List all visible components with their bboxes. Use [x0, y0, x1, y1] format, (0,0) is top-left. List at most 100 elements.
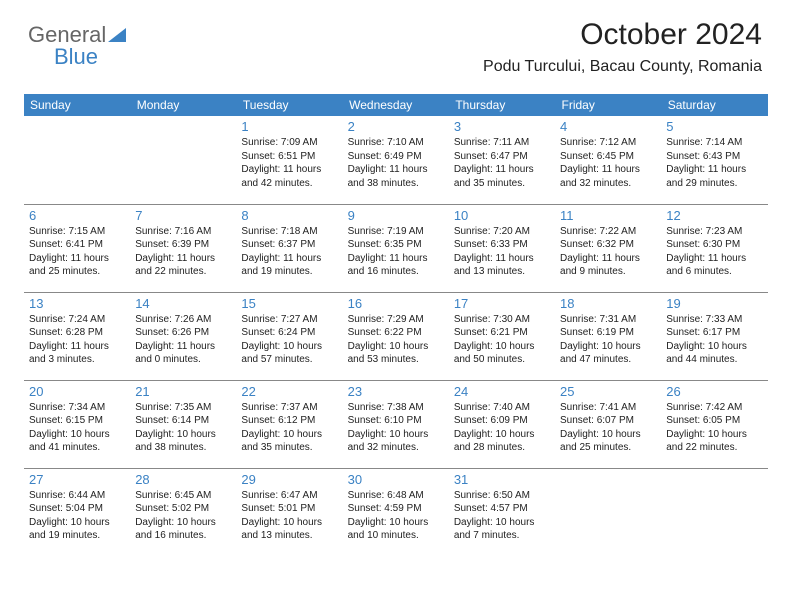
calendar-cell — [130, 116, 236, 204]
day-details: Sunrise: 7:14 AMSunset: 6:43 PMDaylight:… — [666, 136, 762, 190]
day-number: 20 — [29, 384, 125, 399]
day-number: 27 — [29, 472, 125, 487]
day-number: 28 — [135, 472, 231, 487]
day-number: 8 — [241, 208, 337, 223]
calendar-cell: 9 Sunrise: 7:19 AMSunset: 6:35 PMDaylight… — [343, 204, 449, 292]
calendar-cell: 22 Sunrise: 7:37 AMSunset: 6:12 PMDayligh… — [236, 380, 342, 468]
dayname-fri: Friday — [555, 94, 661, 116]
calendar-body: 1Sunrise: 7:09 AMSunset: 6:51 PMDaylight… — [24, 116, 768, 556]
dayname-thu: Thursday — [449, 94, 555, 116]
dayname-sat: Saturday — [661, 94, 767, 116]
dayname-wed: Wednesday — [343, 94, 449, 116]
calendar-row: 1Sunrise: 7:09 AMSunset: 6:51 PMDaylight… — [24, 116, 768, 204]
calendar-cell: 12Sunrise: 7:23 AMSunset: 6:30 PMDayligh… — [661, 204, 767, 292]
page-title: October 2024 — [483, 18, 762, 52]
calendar-cell: 20 Sunrise: 7:34 AMSunset: 6:15 PMDayligh… — [24, 380, 130, 468]
calendar-cell: 11 Sunrise: 7:22 AMSunset: 6:32 PMDayligh… — [555, 204, 661, 292]
header: October 2024 Podu Turcului, Bacau County… — [483, 18, 762, 76]
calendar-cell: 7 Sunrise: 7:16 AMSunset: 6:39 PMDaylight… — [130, 204, 236, 292]
day-number: 3 — [454, 119, 550, 134]
calendar-cell: 28 Sunrise: 6:45 AMSunset: 5:02 PMDayligh… — [130, 468, 236, 556]
day-details: Sunrise: 6:45 AMSunset: 5:02 PMDaylight:… — [135, 489, 231, 543]
calendar-cell: 16 Sunrise: 7:29 AMSunset: 6:22 PMDayligh… — [343, 292, 449, 380]
calendar-cell — [661, 468, 767, 556]
calendar-cell: 19 Sunrise: 7:33 AMSunset: 6:17 PMDayligh… — [661, 292, 767, 380]
day-number: 22 — [241, 384, 337, 399]
location-text: Podu Turcului, Bacau County, Romania — [483, 58, 762, 76]
day-details: Sunrise: 7:33 AMSunset: 6:17 PMDaylight:… — [666, 313, 762, 367]
calendar-table: Sunday Monday Tuesday Wednesday Thursday… — [24, 94, 768, 556]
day-details: Sunrise: 7:16 AMSunset: 6:39 PMDaylight:… — [135, 225, 231, 279]
calendar-row: 20 Sunrise: 7:34 AMSunset: 6:15 PMDayligh… — [24, 380, 768, 468]
day-number: 1 — [241, 119, 337, 134]
day-details: Sunrise: 7:19 AMSunset: 6:35 PMDaylight:… — [348, 225, 444, 279]
day-number: 13 — [29, 296, 125, 311]
day-number: 9 — [348, 208, 444, 223]
day-details: Sunrise: 7:40 AMSunset: 6:09 PMDaylight:… — [454, 401, 550, 455]
day-number: 30 — [348, 472, 444, 487]
day-details: Sunrise: 7:37 AMSunset: 6:12 PMDaylight:… — [241, 401, 337, 455]
calendar-cell: 1Sunrise: 7:09 AMSunset: 6:51 PMDaylight… — [236, 116, 342, 204]
calendar-cell: 3Sunrise: 7:11 AMSunset: 6:47 PMDaylight… — [449, 116, 555, 204]
logo-text-2: Blue — [54, 44, 98, 70]
calendar-cell: 4 Sunrise: 7:12 AMSunset: 6:45 PMDaylight… — [555, 116, 661, 204]
day-details: Sunrise: 7:27 AMSunset: 6:24 PMDaylight:… — [241, 313, 337, 367]
day-details: Sunrise: 7:34 AMSunset: 6:15 PMDaylight:… — [29, 401, 125, 455]
day-details: Sunrise: 7:42 AMSunset: 6:05 PMDaylight:… — [666, 401, 762, 455]
calendar-row: 6 Sunrise: 7:15 AMSunset: 6:41 PMDaylight… — [24, 204, 768, 292]
dayname-sun: Sunday — [24, 94, 130, 116]
calendar-cell: 10Sunrise: 7:20 AMSunset: 6:33 PMDayligh… — [449, 204, 555, 292]
day-details: Sunrise: 7:31 AMSunset: 6:19 PMDaylight:… — [560, 313, 656, 367]
calendar-cell: 5 Sunrise: 7:14 AMSunset: 6:43 PMDaylight… — [661, 116, 767, 204]
day-details: Sunrise: 7:20 AMSunset: 6:33 PMDaylight:… — [454, 225, 550, 279]
day-details: Sunrise: 7:24 AMSunset: 6:28 PMDaylight:… — [29, 313, 125, 367]
day-number: 31 — [454, 472, 550, 487]
dayname-tue: Tuesday — [236, 94, 342, 116]
calendar-cell: 8 Sunrise: 7:18 AMSunset: 6:37 PMDaylight… — [236, 204, 342, 292]
day-details: Sunrise: 6:50 AMSunset: 4:57 PMDaylight:… — [454, 489, 550, 543]
calendar-cell: 21 Sunrise: 7:35 AMSunset: 6:14 PMDayligh… — [130, 380, 236, 468]
calendar-cell: 23Sunrise: 7:38 AMSunset: 6:10 PMDayligh… — [343, 380, 449, 468]
calendar-cell — [24, 116, 130, 204]
day-number: 19 — [666, 296, 762, 311]
day-number: 14 — [135, 296, 231, 311]
day-number: 24 — [454, 384, 550, 399]
calendar-cell: 30 Sunrise: 6:48 AMSunset: 4:59 PMDayligh… — [343, 468, 449, 556]
day-details: Sunrise: 6:44 AMSunset: 5:04 PMDaylight:… — [29, 489, 125, 543]
day-number: 5 — [666, 119, 762, 134]
day-details: Sunrise: 7:30 AMSunset: 6:21 PMDaylight:… — [454, 313, 550, 367]
calendar-cell: 25 Sunrise: 7:41 AMSunset: 6:07 PMDayligh… — [555, 380, 661, 468]
day-details: Sunrise: 7:38 AMSunset: 6:10 PMDaylight:… — [348, 401, 444, 455]
day-details: Sunrise: 6:47 AMSunset: 5:01 PMDaylight:… — [241, 489, 337, 543]
day-details: Sunrise: 7:29 AMSunset: 6:22 PMDaylight:… — [348, 313, 444, 367]
day-details: Sunrise: 7:18 AMSunset: 6:37 PMDaylight:… — [241, 225, 337, 279]
day-number: 6 — [29, 208, 125, 223]
day-number: 2 — [348, 119, 444, 134]
calendar-cell: 31 Sunrise: 6:50 AMSunset: 4:57 PMDayligh… — [449, 468, 555, 556]
calendar-cell: 29 Sunrise: 6:47 AMSunset: 5:01 PMDayligh… — [236, 468, 342, 556]
calendar-cell: 18Sunrise: 7:31 AMSunset: 6:19 PMDayligh… — [555, 292, 661, 380]
calendar-row: 27 Sunrise: 6:44 AMSunset: 5:04 PMDayligh… — [24, 468, 768, 556]
day-details: Sunrise: 7:41 AMSunset: 6:07 PMDaylight:… — [560, 401, 656, 455]
day-details: Sunrise: 7:12 AMSunset: 6:45 PMDaylight:… — [560, 136, 656, 190]
calendar-row: 13 Sunrise: 7:24 AMSunset: 6:28 PMDayligh… — [24, 292, 768, 380]
day-details: Sunrise: 6:48 AMSunset: 4:59 PMDaylight:… — [348, 489, 444, 543]
day-details: Sunrise: 7:22 AMSunset: 6:32 PMDaylight:… — [560, 225, 656, 279]
day-number: 26 — [666, 384, 762, 399]
calendar-cell: 14Sunrise: 7:26 AMSunset: 6:26 PMDayligh… — [130, 292, 236, 380]
calendar-cell: 6 Sunrise: 7:15 AMSunset: 6:41 PMDaylight… — [24, 204, 130, 292]
day-number: 29 — [241, 472, 337, 487]
calendar-cell: 24 Sunrise: 7:40 AMSunset: 6:09 PMDayligh… — [449, 380, 555, 468]
day-number: 11 — [560, 208, 656, 223]
day-number: 4 — [560, 119, 656, 134]
day-details: Sunrise: 7:35 AMSunset: 6:14 PMDaylight:… — [135, 401, 231, 455]
calendar-cell: 13 Sunrise: 7:24 AMSunset: 6:28 PMDayligh… — [24, 292, 130, 380]
dayname-mon: Monday — [130, 94, 236, 116]
day-number: 25 — [560, 384, 656, 399]
day-number: 7 — [135, 208, 231, 223]
day-number: 16 — [348, 296, 444, 311]
calendar-cell: 17Sunrise: 7:30 AMSunset: 6:21 PMDayligh… — [449, 292, 555, 380]
day-details: Sunrise: 7:15 AMSunset: 6:41 PMDaylight:… — [29, 225, 125, 279]
calendar-cell — [555, 468, 661, 556]
day-number: 21 — [135, 384, 231, 399]
